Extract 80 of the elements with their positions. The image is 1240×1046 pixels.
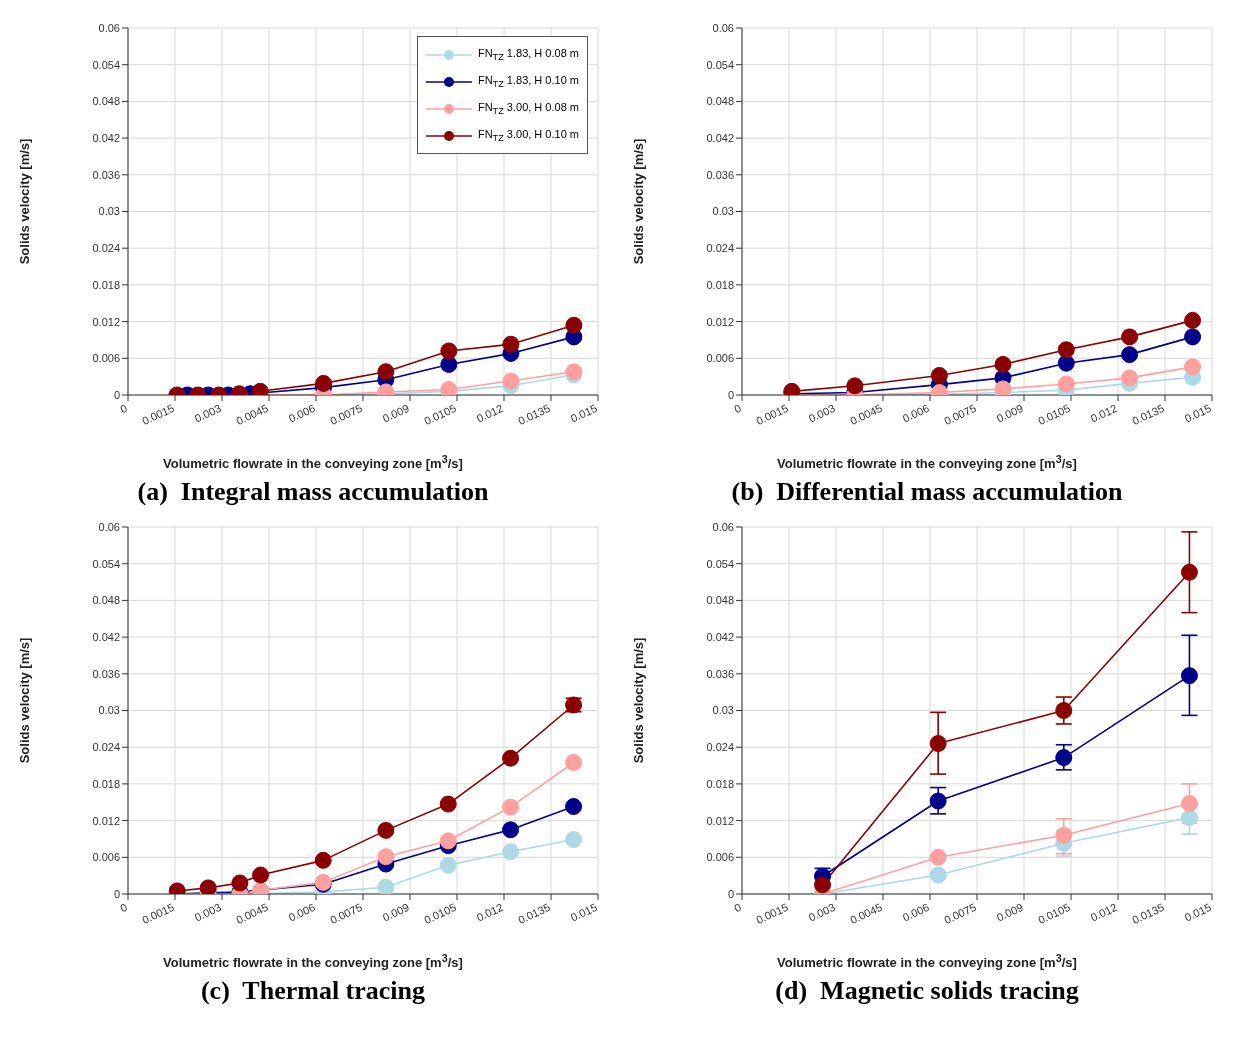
y-tick-label: 0.042	[706, 631, 734, 644]
y-tick-label: 0.018	[706, 278, 734, 291]
x-tick-label: 0.006	[900, 401, 931, 425]
text: (d) Magnetic solids tracing	[775, 976, 1079, 1005]
x-tick-label: 0.009	[380, 900, 411, 924]
y-tick-label: 0.054	[92, 557, 120, 570]
x-tick-label: 0.015	[568, 401, 599, 425]
x-tick-label: 0.015	[1182, 900, 1213, 924]
text: (a) Integral mass accumulation	[137, 477, 489, 506]
text: (c) Thermal tracing	[200, 976, 426, 1005]
y-axis-title: Solids velocity [m/s]	[630, 138, 646, 265]
y-tick-label: 0.06	[712, 520, 734, 533]
y-tick-label: 0.018	[706, 777, 734, 790]
x-tick-label: 0.009	[994, 900, 1025, 924]
y-axis-title: Solids velocity [m/s]	[16, 637, 32, 764]
y-tick-label: 0.024	[92, 741, 120, 754]
y-tick-label: 0.06	[712, 21, 734, 34]
x-tick-label: 0.006	[286, 900, 317, 924]
y-tick-label: 0.036	[706, 168, 734, 181]
y-tick-label: 0.024	[706, 741, 734, 754]
y-tick-label: 0.036	[92, 667, 120, 680]
x-tick-label: 0.003	[806, 401, 837, 425]
y-tick-label: 0.054	[706, 58, 734, 71]
y-tick-label: 0.042	[92, 631, 120, 644]
x-tick-label: 0.009	[994, 401, 1025, 425]
y-tick-label: 0.03	[712, 205, 734, 218]
y-tick-label: 0.018	[92, 278, 120, 291]
y-tick-label: 0.012	[92, 814, 120, 827]
y-tick-label: 0.042	[706, 132, 734, 145]
y-tick-label: 0.048	[92, 95, 120, 108]
y-tick-label: 0	[727, 887, 734, 900]
x-tick-label: 0.012	[1088, 401, 1119, 425]
y-tick-label: 0.042	[92, 132, 120, 145]
x-axis-title: Volumetric flowrate in the conveying zone [m$^{3}$/s]	[777, 951, 1077, 970]
x-axis-title: Volumetric flowrate in the conveying zone [m$^{3}$/s]	[777, 452, 1077, 471]
x-tick-label: 0.012	[474, 401, 505, 425]
x-tick-label: 0.015	[1182, 401, 1213, 425]
y-tick-label: 0.012	[706, 315, 734, 328]
y-tick-label: 0.054	[706, 557, 734, 570]
y-tick-label: 0.054	[92, 58, 120, 71]
y-tick-label: 0	[113, 388, 120, 401]
y-tick-label: 0.012	[92, 315, 120, 328]
y-tick-label: 0.006	[92, 352, 120, 365]
y-axis-title: Solids velocity [m/s]	[16, 138, 32, 265]
x-tick-label: 0.012	[474, 900, 505, 924]
y-tick-label: 0.006	[92, 851, 120, 864]
y-axis-title: Solids velocity [m/s]	[630, 637, 646, 764]
y-tick-label: 0.024	[706, 242, 734, 255]
y-tick-label: 0.03	[98, 704, 120, 717]
y-tick-label: 0.03	[98, 205, 120, 218]
y-tick-label: 0.006	[706, 352, 734, 365]
x-tick-label: 0.009	[380, 401, 411, 425]
y-tick-label: 0	[113, 887, 120, 900]
legend-label: FN$_{TZ}$ 1.83, H 0.10 m	[477, 73, 579, 90]
x-tick-label: 0.003	[806, 900, 837, 924]
y-tick-label: 0	[727, 388, 734, 401]
x-axis-title: Volumetric flowrate in the conveying zone [m$^{3}$/s]	[163, 452, 463, 471]
legend-label: FN$_{TZ}$ 3.00, H 0.08 m	[477, 100, 579, 117]
legend-label: FN$_{TZ}$ 1.83, H 0.08 m	[477, 46, 579, 63]
y-tick-label: 0.06	[98, 21, 120, 34]
y-tick-label: 0.048	[706, 95, 734, 108]
x-tick-label: 0.015	[568, 900, 599, 924]
y-tick-label: 0.024	[92, 242, 120, 255]
text: (b) Differential mass accumulation	[731, 477, 1123, 506]
x-tick-label: 0.003	[192, 900, 223, 924]
x-tick-label: 0.012	[1088, 900, 1119, 924]
y-tick-label: 0.036	[706, 667, 734, 680]
y-tick-label: 0.03	[712, 704, 734, 717]
y-tick-label: 0.018	[92, 777, 120, 790]
y-tick-label: 0.048	[706, 594, 734, 607]
y-tick-label: 0.06	[98, 520, 120, 533]
legend-label: FN$_{TZ}$ 3.00, H 0.10 m	[477, 127, 579, 144]
x-tick-label: 0.006	[286, 401, 317, 425]
y-tick-label: 0.048	[92, 594, 120, 607]
x-axis-title: Volumetric flowrate in the conveying zone [m$^{3}$/s]	[163, 951, 463, 970]
x-tick-label: 0.003	[192, 401, 223, 425]
y-tick-label: 0.006	[706, 851, 734, 864]
y-tick-label: 0.036	[92, 168, 120, 181]
y-tick-label: 0.012	[706, 814, 734, 827]
x-tick-label: 0.006	[900, 900, 931, 924]
